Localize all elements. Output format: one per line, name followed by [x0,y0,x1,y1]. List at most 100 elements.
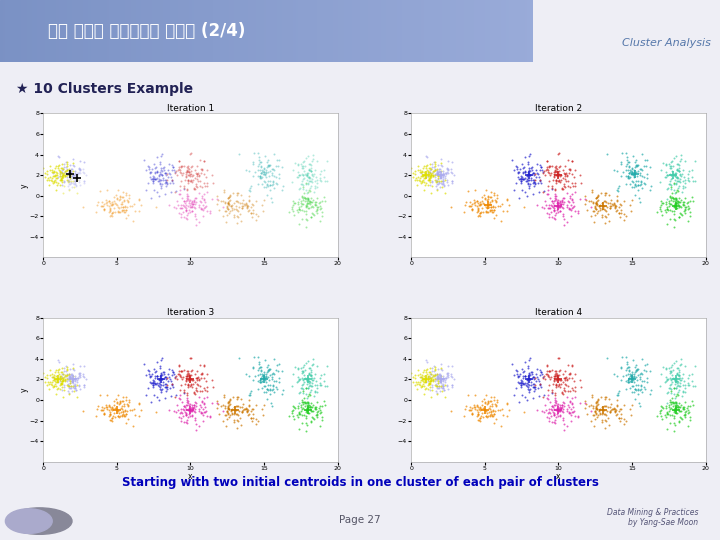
Point [564,165,575,173]
Point [96,198,108,207]
Point [673,372,685,380]
Point [413,380,425,388]
Point [37,164,49,173]
Point [267,178,279,186]
Point [63,165,75,173]
Point [666,394,678,402]
Point [488,410,500,418]
Point [300,203,312,212]
Point [511,367,523,375]
Point [69,372,81,380]
Point [539,390,550,399]
Point [315,374,326,382]
Point [68,167,79,176]
Point [234,198,246,207]
Point [70,177,81,186]
Point [488,410,500,418]
Point [572,207,584,215]
Point [138,360,150,368]
Bar [168,0,171,62]
Point [65,379,76,387]
Point [287,407,298,415]
Point [551,368,562,377]
Point [42,173,54,182]
Point [516,379,527,388]
Point [563,409,575,418]
Point [223,413,235,422]
Point [297,200,309,208]
Point [682,202,693,211]
Point [515,369,526,378]
Point [673,407,685,415]
Point [533,383,544,392]
Point [180,172,192,181]
Point [673,366,685,374]
Point [287,197,299,206]
Point [555,380,567,388]
Point [225,406,237,414]
Point [664,410,675,419]
Point [664,384,675,393]
Point [302,394,313,402]
Point [678,381,689,389]
Bar [0,0,3,62]
Point [433,383,445,392]
Point [419,181,431,190]
Bar [453,0,456,62]
Point [554,382,566,391]
Point [294,388,306,396]
Point [670,392,682,401]
Point [673,167,685,176]
Point [435,171,446,180]
Point [158,381,169,389]
Point [675,151,687,159]
Bar [53,0,56,62]
Point [268,376,279,385]
Point [422,385,433,394]
Point [566,204,577,212]
Point [315,378,326,387]
Point [434,378,446,387]
Point [624,169,635,178]
Point [521,375,533,383]
Point [622,370,634,379]
Point [607,200,618,209]
Point [446,168,458,177]
Point [126,406,138,414]
Point [613,209,624,218]
Point [189,389,200,397]
Point [295,197,307,205]
Point [300,390,312,399]
Point [532,170,544,179]
Bar [157,0,160,62]
Point [184,165,195,174]
Point [672,377,683,386]
Point [543,373,554,382]
Point [437,373,449,382]
Point [445,168,456,177]
Point [103,412,114,421]
Point [552,400,563,409]
Point [473,404,485,413]
Point [194,217,205,226]
Point [302,384,314,393]
Point [433,166,445,175]
Point [191,387,202,395]
Point [665,400,677,408]
Point [623,362,634,371]
Point [671,166,683,174]
Point [184,412,196,421]
Point [550,177,562,185]
Point [590,402,602,410]
Bar [320,0,323,62]
Point [664,179,675,188]
Point [55,380,66,389]
Bar [24,0,27,62]
Point [258,170,269,178]
Point [309,183,320,192]
Point [152,381,163,390]
Point [437,384,449,393]
Point [569,383,580,391]
Point [605,202,616,211]
Point [523,368,535,377]
